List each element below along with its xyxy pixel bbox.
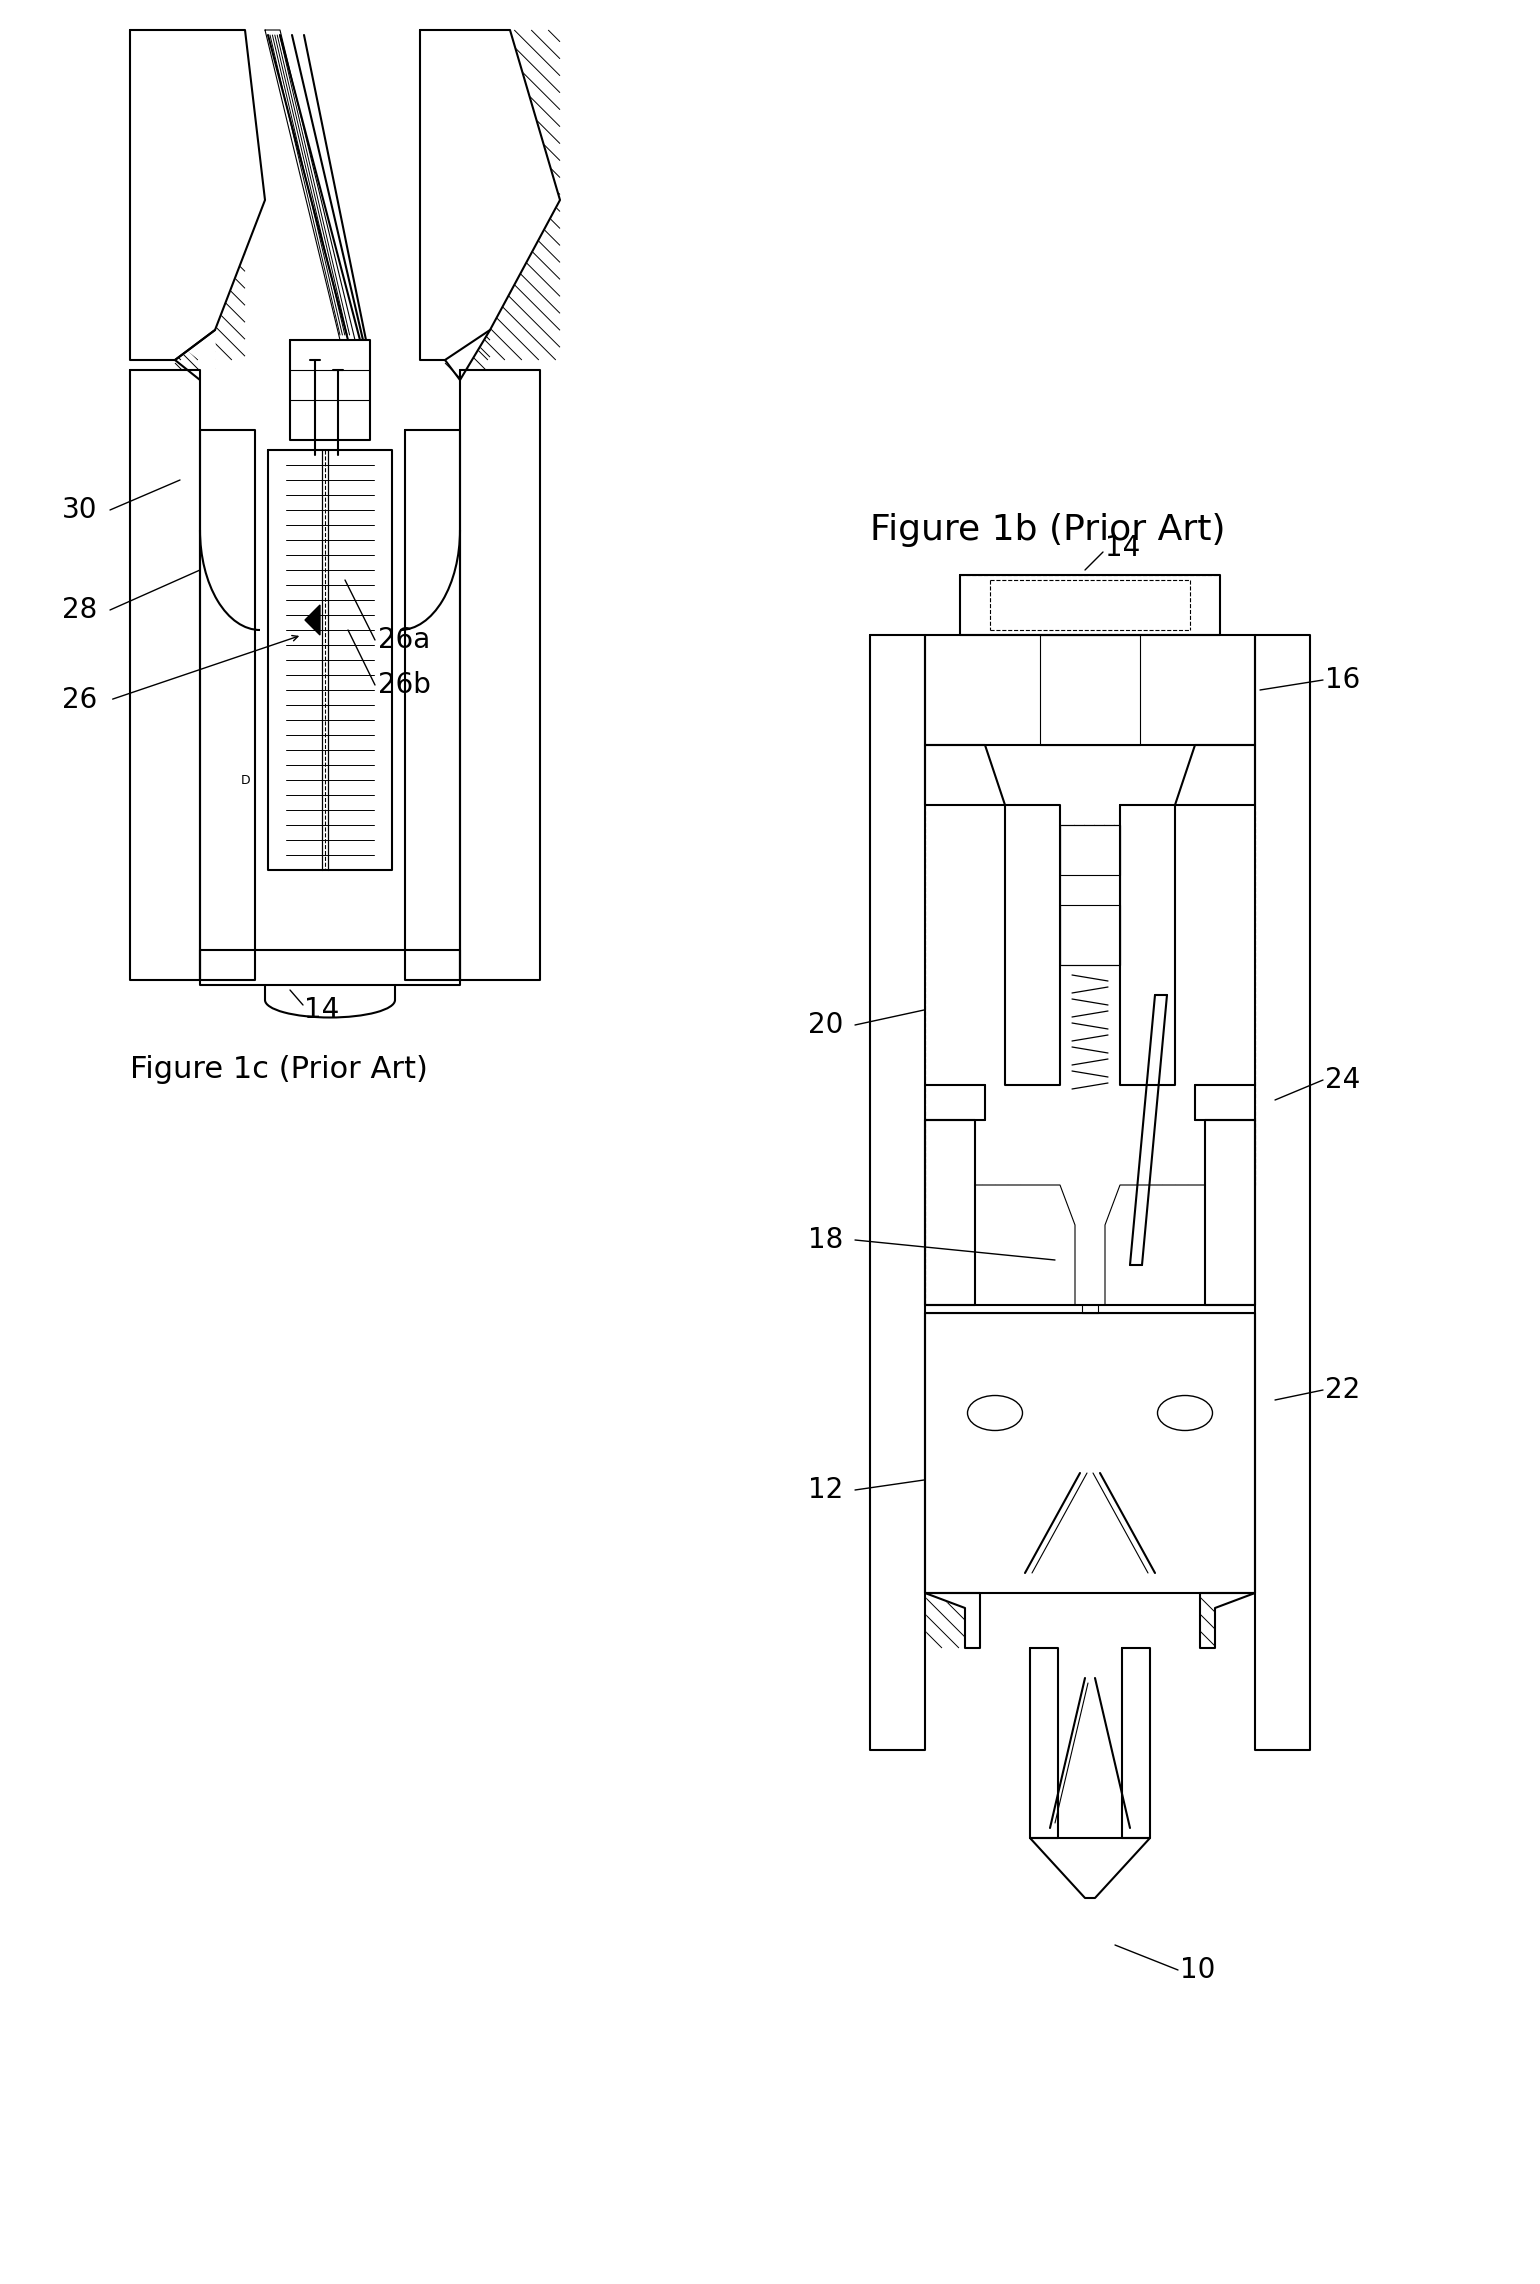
Polygon shape (1200, 1592, 1255, 1649)
Polygon shape (926, 745, 1006, 804)
Polygon shape (1106, 1185, 1204, 1304)
Polygon shape (200, 429, 256, 980)
Text: Figure 1c (Prior Art): Figure 1c (Prior Art) (129, 1055, 428, 1085)
Polygon shape (975, 1185, 1075, 1304)
Polygon shape (200, 950, 460, 984)
Polygon shape (926, 635, 1255, 745)
Polygon shape (420, 30, 561, 361)
Polygon shape (129, 30, 265, 361)
Polygon shape (926, 1592, 979, 1649)
Polygon shape (926, 1119, 975, 1304)
Polygon shape (290, 340, 370, 441)
Polygon shape (268, 450, 393, 870)
Polygon shape (1255, 635, 1311, 1750)
Polygon shape (305, 605, 320, 635)
Polygon shape (1060, 825, 1120, 875)
Polygon shape (1175, 745, 1255, 804)
Text: 12: 12 (808, 1475, 844, 1503)
Polygon shape (445, 329, 490, 379)
Polygon shape (1060, 904, 1120, 966)
Polygon shape (1120, 804, 1175, 1085)
Ellipse shape (1158, 1396, 1212, 1430)
Polygon shape (1060, 825, 1120, 966)
Polygon shape (1204, 1119, 1255, 1304)
Polygon shape (176, 311, 216, 400)
Text: 10: 10 (1180, 1955, 1215, 1985)
Text: 22: 22 (1324, 1375, 1360, 1405)
Text: Figure 1b (Prior Art): Figure 1b (Prior Art) (870, 514, 1226, 546)
Text: 14: 14 (303, 996, 339, 1023)
Polygon shape (405, 429, 460, 980)
Polygon shape (265, 30, 356, 340)
Text: 18: 18 (808, 1227, 844, 1254)
Polygon shape (870, 635, 926, 1750)
Polygon shape (305, 605, 320, 635)
Text: 30: 30 (62, 496, 97, 523)
Text: 14: 14 (1106, 534, 1140, 562)
Polygon shape (1006, 804, 1060, 1085)
Polygon shape (129, 370, 200, 980)
Polygon shape (1123, 1649, 1150, 1839)
Text: 26a: 26a (377, 626, 430, 653)
Text: D: D (242, 774, 251, 786)
Text: 26b: 26b (377, 671, 431, 699)
Polygon shape (1030, 1839, 1150, 1898)
Text: 20: 20 (808, 1012, 844, 1039)
Polygon shape (959, 576, 1220, 635)
Text: 16: 16 (1324, 667, 1360, 694)
Text: 28: 28 (62, 596, 97, 624)
Polygon shape (1040, 635, 1140, 745)
Text: 24: 24 (1324, 1067, 1360, 1094)
Polygon shape (460, 370, 541, 980)
Polygon shape (926, 1313, 1255, 1592)
Text: 26: 26 (62, 685, 97, 715)
Polygon shape (1030, 1649, 1058, 1839)
Ellipse shape (967, 1396, 1023, 1430)
